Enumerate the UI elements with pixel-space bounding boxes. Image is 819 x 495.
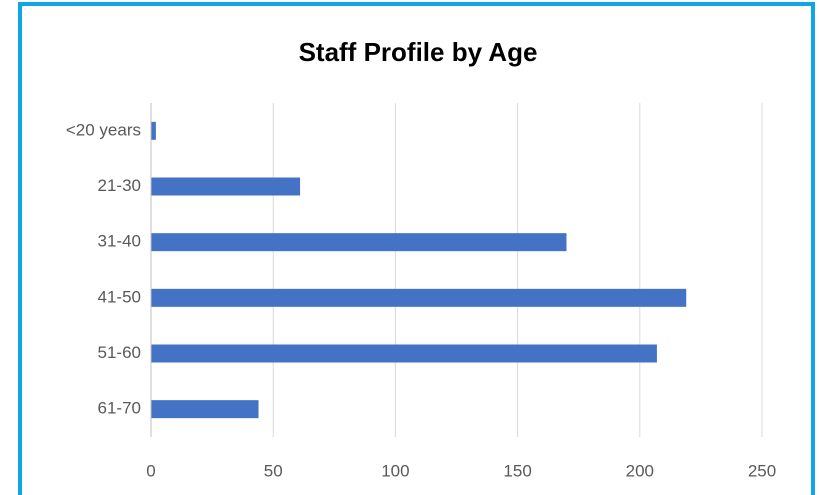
y-tick-label: 61-70 [98, 399, 141, 418]
y-tick-label: 21-30 [98, 176, 141, 195]
bar [151, 288, 687, 307]
bar [151, 177, 301, 196]
y-tick-label: 31-40 [98, 232, 141, 251]
bar [151, 121, 156, 140]
x-tick-label: 150 [503, 461, 531, 480]
bar [151, 344, 657, 363]
x-tick-label: 200 [626, 461, 654, 480]
bar [151, 233, 567, 252]
x-tick-label: 250 [748, 461, 776, 480]
x-tick-label: 100 [381, 461, 409, 480]
chart-title: Staff Profile by Age [299, 37, 538, 67]
y-tick-label: 51-60 [98, 343, 141, 362]
y-tick-label: <20 years [66, 120, 141, 139]
x-tick-label: 50 [264, 461, 283, 480]
y-tick-label: 41-50 [98, 287, 141, 306]
x-tick-label: 0 [146, 461, 155, 480]
bar [151, 400, 259, 419]
